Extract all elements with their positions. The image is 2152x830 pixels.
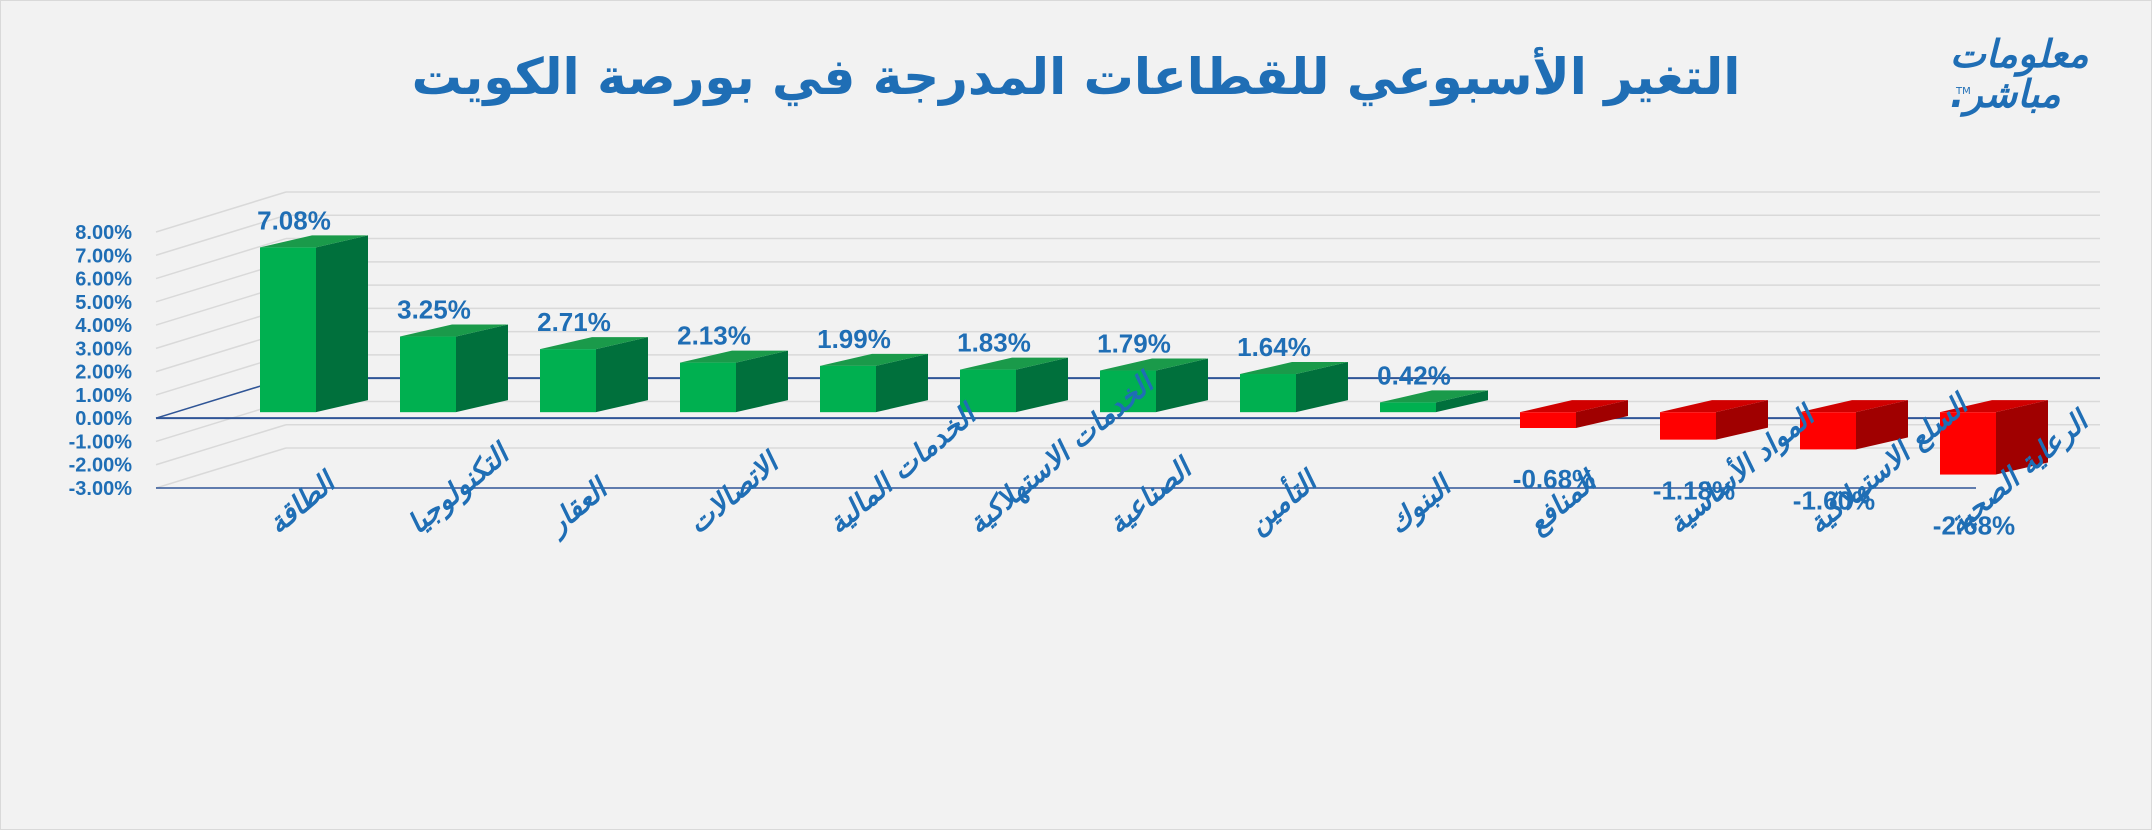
y-axis-ticks: 8.00%7.00%6.00%5.00%4.00%3.00%2.00%1.00%… [69,222,133,500]
bar-top [1520,400,1628,413]
category-label: التأمين [1239,459,1326,541]
bar-side [736,350,788,413]
bar-side [876,353,928,413]
category-label: الصناعية [1101,450,1200,541]
category-label: العقار [538,470,617,544]
bar-top [680,350,788,363]
bar-front [1660,412,1716,440]
side-gridline [155,424,287,466]
bar-side [1296,362,1348,413]
bar-side [1016,357,1068,413]
bar-side [596,337,648,413]
bar-top [1240,362,1348,375]
bar-top [1660,400,1768,413]
data-label: 1.99% [817,324,891,354]
bar-top [1800,400,1908,413]
data-label: 0.42% [1377,360,1451,390]
bar-front [1800,412,1856,450]
data-label: -1.60% [1793,485,1875,515]
data-label: -2.68% [1933,511,2015,541]
data-label: -0.68% [1513,464,1595,494]
bar-top [540,337,648,350]
logo-line-2: مباشر. [1950,72,2061,116]
bar [1380,390,1488,413]
data-label: 7.08% [257,205,331,235]
bar-side [1156,358,1208,413]
y-tick-label: 8.00% [75,222,132,244]
bar-front [1100,370,1156,413]
bar-top [1100,358,1208,371]
category-label: الطاقة [261,463,344,540]
chart-title: التغير الأسبوعي للقطاعات المدرجة في بورص… [411,48,1741,106]
bar-side [1436,390,1488,413]
bar [540,337,648,413]
y-tick-label: -1.00% [69,431,133,453]
y-tick-label: 4.00% [75,315,132,337]
bar-side [1856,400,1908,450]
bar [960,357,1068,413]
bar-front [820,365,876,413]
bar-top [960,357,1068,370]
side-gridline [155,191,287,233]
bar [680,350,788,413]
bar-front [260,247,316,413]
y-tick-label: 3.00% [75,338,132,360]
bar-side [1996,400,2048,475]
bar [260,235,368,413]
bar [400,324,508,413]
y-tick-label: -2.00% [69,455,133,477]
bar-top [1380,390,1488,403]
data-label: 1.64% [1237,332,1311,362]
bar [820,353,928,413]
bar [1800,400,1908,450]
bar-top [400,324,508,337]
mubasher-logo: معلومات مباشر. TM [1950,34,2140,124]
bar-side [1576,400,1628,429]
bar-front [540,349,596,413]
category-label: البنوك [1381,467,1460,541]
bar-side [456,324,508,413]
data-label: 1.83% [957,328,1031,358]
y-tick-label: 1.00% [75,385,132,407]
bar [1520,400,1628,429]
y-tick-label: 2.00% [75,362,132,384]
y-tick-label: 0.00% [75,408,132,430]
data-label: 2.71% [537,307,611,337]
data-label: 3.25% [397,295,471,325]
data-label: -1.18% [1653,476,1735,506]
bar [1660,400,1768,440]
bar [1940,400,2048,475]
logo-trademark: TM [1956,86,1971,97]
side-gridline [155,447,287,489]
y-tick-label: 5.00% [75,292,132,314]
bar [1100,358,1208,413]
bars [260,235,2048,475]
bar-front [960,369,1016,413]
data-label: 1.79% [1097,329,1171,359]
bar-side [316,235,368,413]
y-tick-label: -3.00% [69,478,133,500]
y-tick-label: 7.00% [75,245,132,267]
bar-front [400,336,456,413]
bar-front [1380,402,1436,413]
side-gridline [155,237,287,280]
bar-front [680,362,736,413]
bar [1240,362,1348,413]
category-label: الاتصالات [681,444,787,541]
bar-side [1716,400,1768,440]
bar-top [1940,400,2048,413]
y-tick-label: 6.00% [75,269,132,291]
bar-front [1940,412,1996,475]
bar-front [1520,412,1576,429]
bar-front [1240,374,1296,413]
data-labels: 7.08% 3.25% 2.71% 2.13% 1.99% 1.83% 1.79% 1.64%… [257,205,2015,540]
bar-top [820,353,928,366]
data-label: 2.13% [677,321,751,351]
bar-top [260,235,368,248]
side-gridline [155,214,287,256]
logo-line-1: معلومات [1950,32,2089,76]
